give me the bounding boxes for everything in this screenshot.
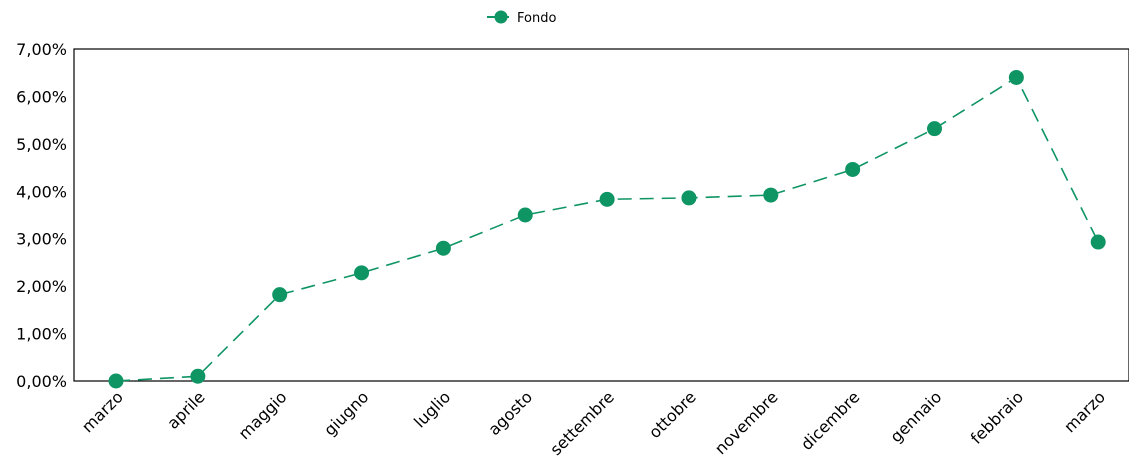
y-tick-label: 4,00% bbox=[16, 182, 67, 201]
data-point bbox=[681, 190, 697, 206]
x-tick-label: aprile bbox=[163, 387, 208, 432]
data-point bbox=[517, 207, 533, 223]
y-axis-ticks: 0,00% 1,00% 2,00% 3,00% 4,00% 5,00% 6,00% 7,00% bbox=[16, 40, 67, 391]
x-tick-label: marzo bbox=[78, 387, 127, 436]
y-tick-label: 6,00% bbox=[16, 87, 67, 106]
plot-frame bbox=[73, 48, 1129, 382]
x-tick-label: maggio bbox=[235, 387, 291, 443]
y-tick-label: 7,00% bbox=[16, 40, 67, 59]
x-tick-label: settembre bbox=[546, 387, 618, 459]
x-tick-label: marzo bbox=[1060, 387, 1109, 436]
x-tick-label: febbraio bbox=[967, 387, 1027, 447]
legend-dot-marker bbox=[494, 10, 508, 24]
x-tick-label: agosto bbox=[484, 387, 536, 439]
data-point bbox=[435, 240, 451, 256]
x-tick-label: giugno bbox=[320, 387, 372, 439]
data-point bbox=[1008, 69, 1024, 85]
legend: Fondo bbox=[487, 10, 556, 26]
data-point bbox=[190, 368, 206, 384]
x-tick-label: dicembre bbox=[797, 387, 864, 454]
x-tick-label: luglio bbox=[410, 387, 454, 431]
data-point bbox=[1090, 234, 1106, 250]
y-tick-label: 2,00% bbox=[16, 277, 67, 296]
data-point bbox=[927, 121, 942, 137]
y-tick-label: 3,00% bbox=[16, 230, 67, 249]
data-point bbox=[354, 265, 370, 281]
data-point bbox=[763, 187, 779, 203]
legend-label: Fondo bbox=[517, 11, 556, 26]
y-tick-label: 0,00% bbox=[16, 372, 67, 391]
data-point bbox=[108, 373, 124, 389]
x-tick-label: ottobre bbox=[645, 387, 700, 442]
y-tick-label: 1,00% bbox=[16, 325, 67, 344]
x-tick-label: gennaio bbox=[886, 387, 945, 446]
y-tick-label: 5,00% bbox=[16, 135, 67, 154]
x-tick-label: novembre bbox=[711, 387, 782, 458]
series-line-fondo bbox=[115, 76, 1099, 382]
data-point bbox=[272, 287, 288, 303]
x-axis-ticks: marzo aprile maggio giugno luglio agosto sette… bbox=[78, 387, 1109, 459]
series-points-fondo bbox=[108, 69, 1106, 389]
data-point bbox=[845, 161, 861, 177]
data-point bbox=[599, 191, 615, 207]
